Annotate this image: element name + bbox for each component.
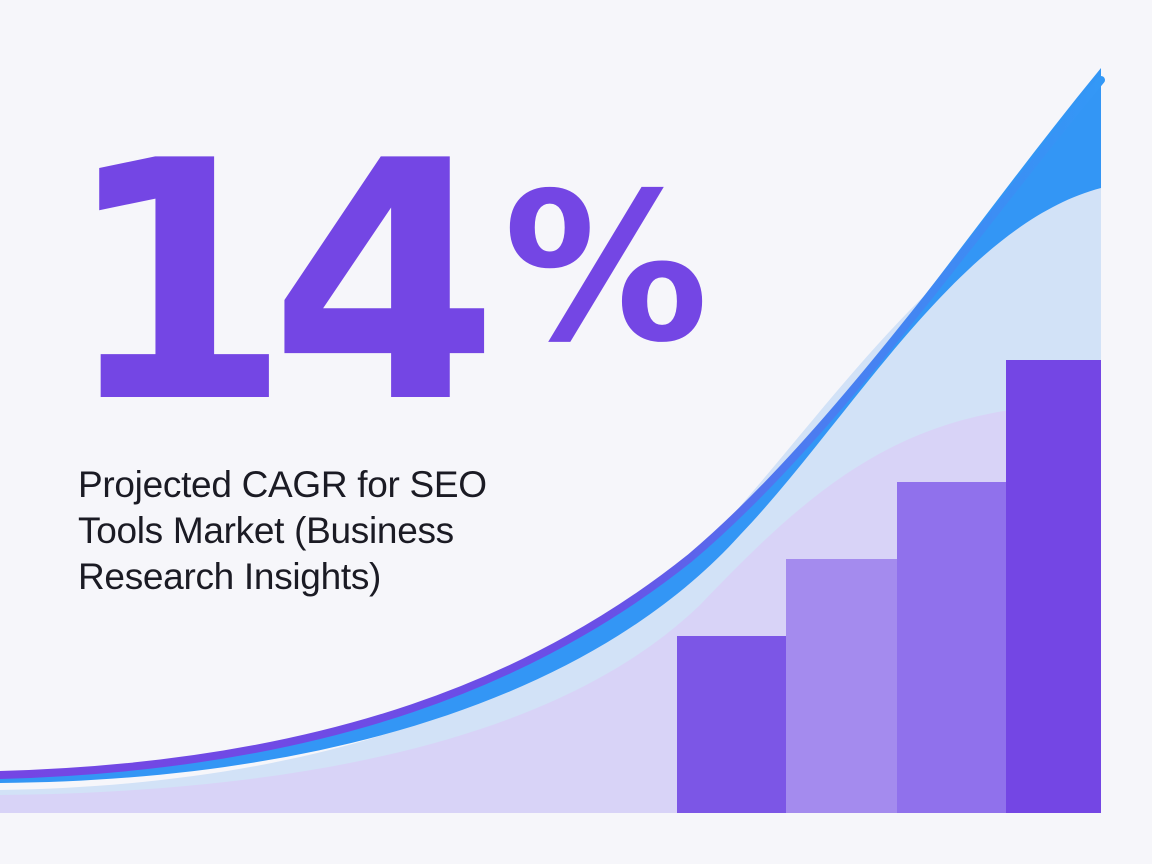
- trend-line: [0, 76, 1105, 779]
- bar-2: [786, 559, 897, 813]
- stat-percent-sign: %: [503, 150, 709, 388]
- bar-1: [677, 636, 786, 813]
- bars: [677, 360, 1101, 813]
- stat-caption: Projected CAGR for SEO Tools Market (Bus…: [78, 464, 487, 597]
- stat-value: 14%: [62, 118, 709, 448]
- bar-4: [1006, 360, 1101, 813]
- stat-number: 14: [62, 91, 499, 475]
- bar-3: [897, 482, 1006, 813]
